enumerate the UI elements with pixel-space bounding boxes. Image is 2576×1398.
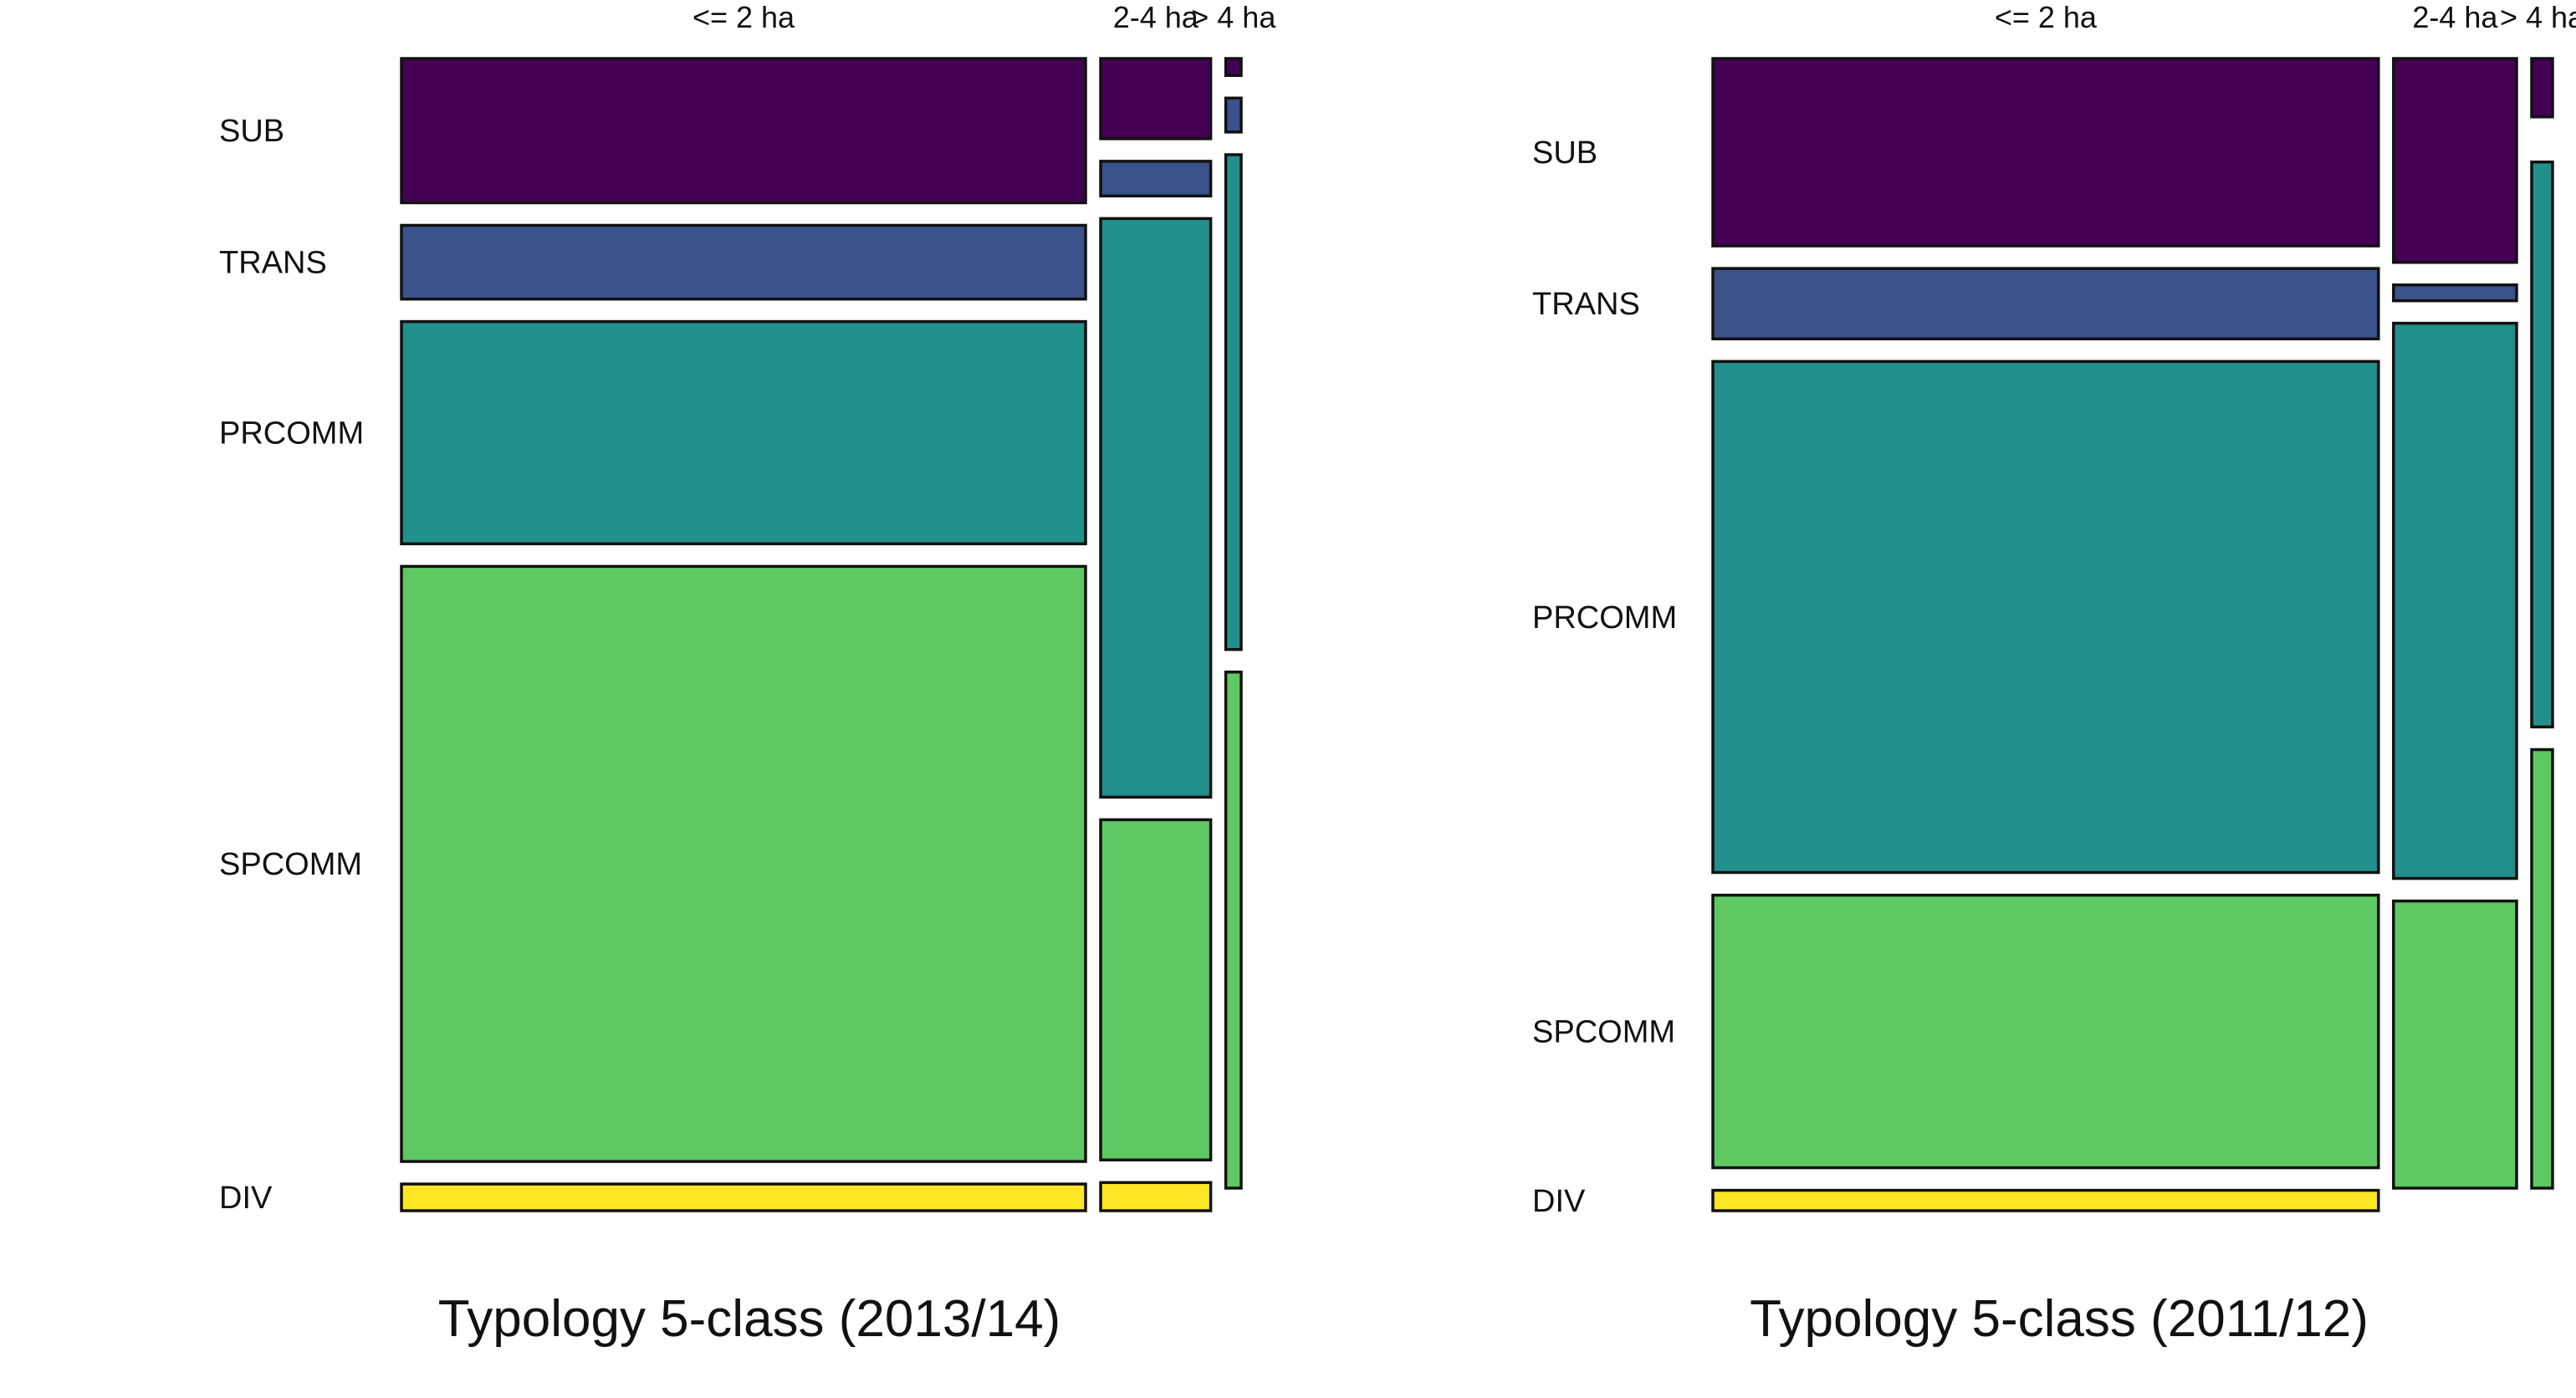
mosaic-cell-spcomm-col2 [1224,671,1243,1190]
column-label-1: 2-4 ha [1113,0,1199,34]
panel-2011-12: SUB TRANS PRCOMM SPCOMM DIV <= 2 ha 2-4 ha > 4 … [1532,0,2576,1348]
mosaic-cell-spcomm-col1 [2392,899,2518,1190]
chart-title: Typology 5-class (2011/12) [1750,1290,2369,1348]
panel-2013-14: SUB TRANS PRCOMM SPCOMM DIV <= 2 ha 2-4 ha> 4 … [219,0,1276,1348]
column-label-1: 2-4 ha [2412,0,2498,34]
mosaic-cell-spcomm-col0 [400,564,1087,1163]
mosaic-cell-sub-col0 [400,57,1087,205]
row-label-trans: TRANS [219,246,327,281]
mosaic-cell-trans-col0 [1711,267,2380,341]
row-label-spcomm: SPCOMM [219,847,362,882]
column-label-0: <= 2 ha [1995,0,2098,34]
mosaic-cell-prcomm-col2 [2530,161,2554,729]
mosaic-cell-sub-col2 [2530,57,2554,119]
chart-title: Typology 5-class (2013/14) [438,1290,1061,1348]
column-label-2: > 4 ha [1191,0,1276,34]
mosaic-cell-spcomm-col2 [2530,747,2554,1190]
mosaic-cell-prcomm-col0 [400,319,1087,546]
row-label-sub: SUB [219,114,284,149]
row-label-sub: SUB [1532,135,1597,171]
mosaic-cell-sub-col1 [1099,57,1213,140]
mosaic-cell-trans-col1 [1099,160,1213,198]
row-label-div: DIV [219,1181,273,1216]
mosaic-cell-trans-col1 [2392,283,2518,303]
mosaic-cell-div-col1 [1099,1181,1213,1212]
row-label-prcomm: PRCOMM [1532,600,1677,635]
mosaic-cell-prcomm-col1 [2392,321,2518,880]
mosaic-cell-sub-col0 [1711,57,2380,247]
mosaic-cell-spcomm-col1 [1099,818,1213,1162]
row-label-spcomm: SPCOMM [1532,1015,1675,1050]
mosaic-cell-trans-col2 [1224,96,1243,134]
mosaic-cell-trans-col0 [400,223,1087,301]
mosaic-cell-sub-col1 [2392,57,2518,264]
mosaic-cell-sub-col2 [1224,57,1243,78]
column-label-2: > 4 ha [2500,0,2576,34]
mosaic-cell-div-col0 [1711,1188,2380,1212]
mosaic-cell-prcomm-col2 [1224,153,1243,651]
mosaic-cell-div-col0 [400,1182,1087,1212]
mosaic-cell-prcomm-col0 [1711,360,2380,875]
row-label-prcomm: PRCOMM [219,416,364,452]
column-label-0: <= 2 ha [693,0,795,34]
mosaic-cell-spcomm-col0 [1711,893,2380,1170]
mosaic-cell-prcomm-col1 [1099,217,1213,799]
row-label-div: DIV [1532,1184,1586,1219]
row-label-trans: TRANS [1532,287,1640,322]
